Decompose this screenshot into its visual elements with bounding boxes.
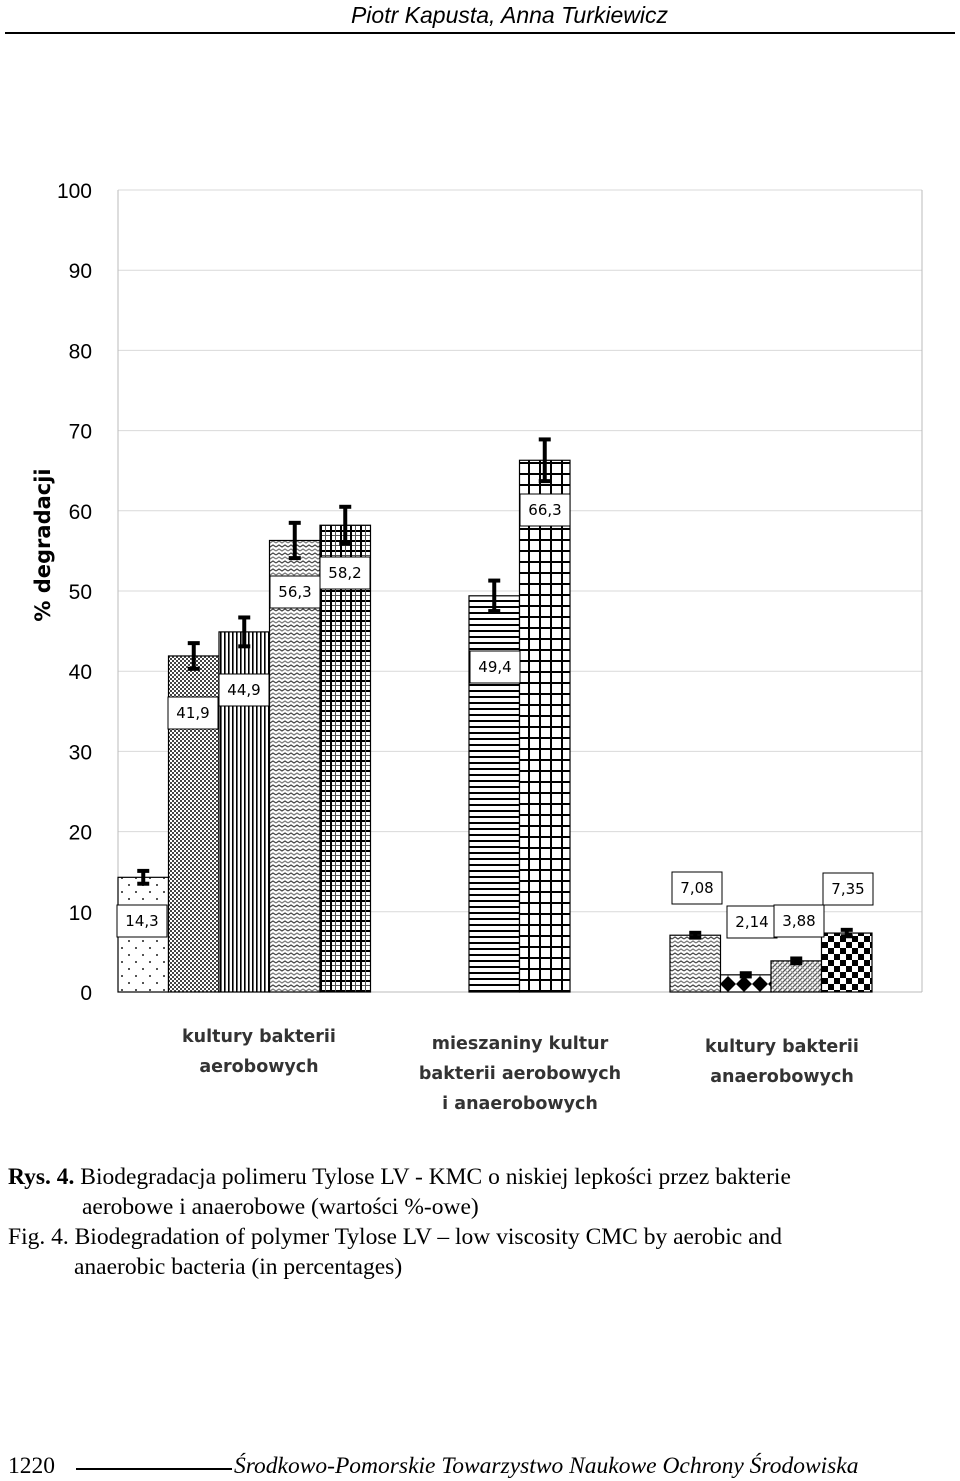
- caption-polish: Rys. 4. Biodegradacja polimeru Tylose LV…: [8, 1162, 948, 1222]
- y-tick-label: 50: [69, 581, 92, 604]
- data-label-box: [519, 493, 571, 527]
- figure-caption: Rys. 4. Biodegradacja polimeru Tylose LV…: [8, 1162, 948, 1282]
- data-label-box: [469, 650, 521, 684]
- data-label-box: [773, 904, 825, 938]
- data-label: 14,3: [125, 912, 158, 930]
- data-label: 66,3: [528, 501, 561, 519]
- data-label-box: [218, 673, 270, 707]
- bar: [669, 934, 722, 993]
- data-label: 58,2: [328, 564, 361, 582]
- y-tick-label: 10: [69, 902, 92, 925]
- caption-en-text-1: Biodegradation of polymer Tylose LV – lo…: [68, 1224, 783, 1250]
- bar: [518, 459, 571, 993]
- y-axis-label: % degradacji: [31, 468, 55, 621]
- data-label: 56,3: [278, 583, 311, 601]
- data-label: 7,08: [680, 879, 713, 897]
- y-tick-label: 100: [57, 180, 92, 203]
- y-tick-label: 60: [69, 501, 92, 524]
- y-tick-label: 20: [69, 822, 92, 845]
- x-category-label-line: mieszaniny kultur: [432, 1034, 609, 1054]
- x-category-label: kultury bakterii aerobowych: [182, 1027, 336, 1077]
- page-footer: 1220 Środkowo-Pomorskie Towarzystwo Nauk…: [0, 1448, 960, 1481]
- x-category-label-line: kultury bakterii: [182, 1027, 336, 1047]
- bar: [820, 932, 873, 993]
- page-number: 1220: [8, 1453, 55, 1479]
- caption-pl-text-1: Biodegradacja polimeru Tylose LV - KMC o…: [74, 1164, 791, 1190]
- data-label-box: [319, 556, 371, 590]
- header-authors: Piotr Kapusta, Anna Turkiewicz: [350, 2, 668, 28]
- x-category-label-line: bakterii aerobowych: [419, 1064, 621, 1084]
- x-category-label-line: kultury bakterii: [705, 1037, 859, 1057]
- data-label-box: [167, 696, 219, 730]
- bar: [770, 960, 823, 993]
- data-label: 41,9: [176, 704, 209, 722]
- y-tick-label: 80: [69, 340, 92, 363]
- caption-en-text-2: anaerobic bacteria (in percentages): [74, 1254, 403, 1280]
- bar: [319, 524, 372, 993]
- y-tick-label: 40: [69, 661, 92, 684]
- data-label-box: [269, 575, 321, 609]
- data-label: 49,4: [478, 658, 511, 676]
- y-tick-label: 0: [80, 982, 92, 1005]
- page-header: Piotr Kapusta, Anna Turkiewicz: [0, 0, 960, 34]
- data-label-box: [671, 871, 723, 905]
- x-category-label-line: aerobowych: [199, 1057, 318, 1077]
- footer-rule: [76, 1468, 232, 1470]
- x-category-label: kultury bakterii anaerobowych: [705, 1037, 859, 1087]
- caption-en-lead: Fig. 4.: [8, 1224, 69, 1250]
- y-tick-label: 70: [69, 421, 92, 444]
- data-label: 44,9: [227, 681, 260, 699]
- x-category-label: mieszaniny kultur bakterii aerobowych i an…: [419, 1034, 621, 1114]
- biodegradation-chart: 0 10 20 30 40 50 60 70 80 90 100 14,3 41,9 44,9 56,3 58…: [31, 180, 923, 1114]
- data-label: 2,14: [735, 913, 768, 931]
- caption-english: Fig. 4. Biodegradation of polymer Tylose…: [8, 1222, 948, 1282]
- data-label: 7,35: [831, 880, 864, 898]
- journal-name: Środkowo-Pomorskie Towarzystwo Naukowe O…: [234, 1453, 859, 1479]
- caption-pl-text-2: aerobowe i anaerobowe (wartości %-owe): [82, 1194, 479, 1220]
- x-category-label-line: i anaerobowych: [442, 1094, 598, 1114]
- y-tick-label: 90: [69, 260, 92, 283]
- data-label-box: [116, 904, 168, 938]
- header-rule: [5, 32, 955, 34]
- data-label: 3,88: [782, 912, 815, 930]
- caption-pl-lead: Rys. 4.: [8, 1164, 75, 1190]
- labels-layer: 0 10 20 30 40 50 60 70 80 90 100 14,3 41,9 44,9 56,3 58…: [57, 180, 874, 1114]
- x-category-label-line: anaerobowych: [710, 1067, 854, 1087]
- y-tick-label: 30: [69, 741, 92, 764]
- data-label-box: [822, 872, 874, 906]
